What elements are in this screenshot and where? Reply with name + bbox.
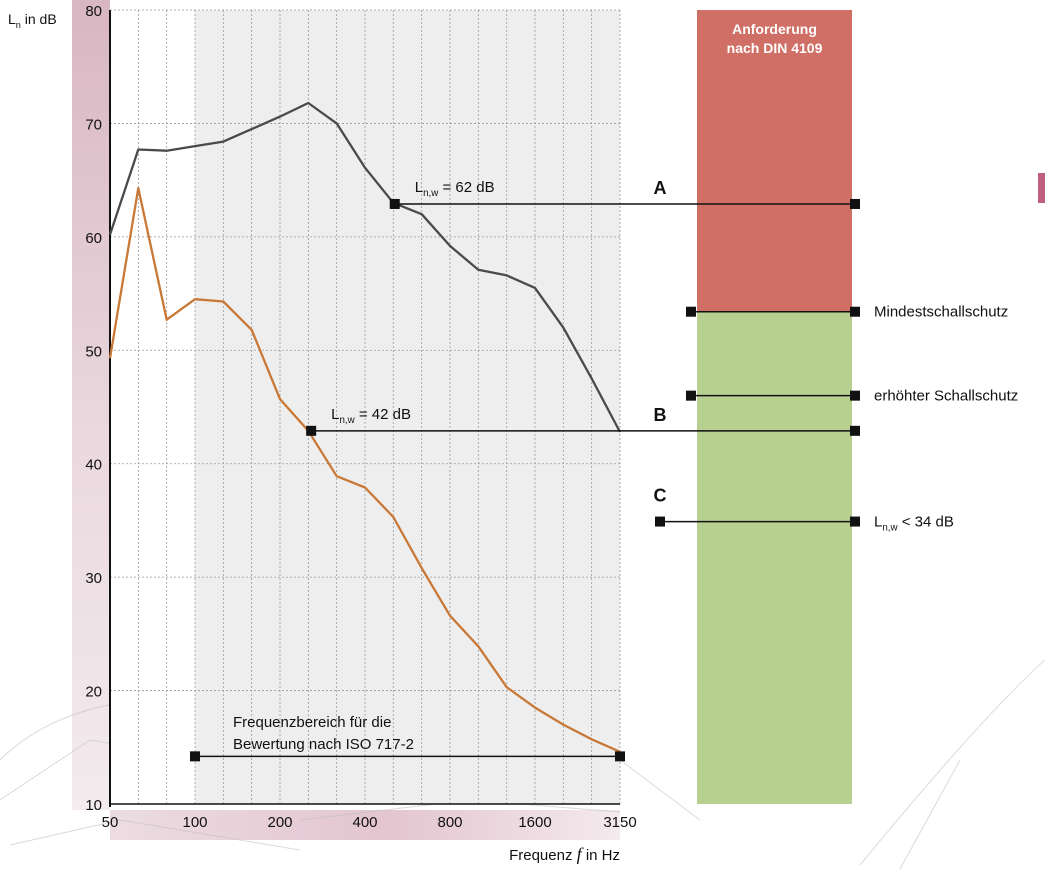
x-tick-label: 1600 xyxy=(518,814,551,831)
x-tick-label: 50 xyxy=(102,814,119,831)
annotation-marker-start-C xyxy=(655,516,665,527)
annotation-value-C: Ln,w < 34 dB xyxy=(874,514,954,534)
x-tick-label: 400 xyxy=(352,814,377,831)
annotation-value-A: Ln,w = 62 dB xyxy=(415,179,495,199)
annotation-letter-C: C xyxy=(654,486,667,506)
range-bracket-text-line2: Bewertung nach ISO 717-2 xyxy=(233,736,414,753)
y-tick-label: 50 xyxy=(85,343,102,360)
y-tick-label: 70 xyxy=(85,116,102,133)
requirement-marker-label: erhöhter Schallschutz xyxy=(874,388,1018,405)
range-bracket-text-line1: Frequenzbereich für die xyxy=(233,714,391,731)
y-tick-label: 10 xyxy=(85,797,102,814)
x-axis-band xyxy=(110,810,620,840)
requirement-title-line2: nach DIN 4109 xyxy=(727,40,823,56)
x-tick-label: 800 xyxy=(437,814,462,831)
edge-tab xyxy=(1038,173,1045,203)
requirement-marker-right xyxy=(850,390,860,401)
y-axis-label: Ln in dB xyxy=(8,11,57,30)
x-tick-label: 3150 xyxy=(603,814,636,831)
requirement-green-zone xyxy=(697,311,852,804)
annotation-marker-end-B xyxy=(850,425,860,436)
annotation-marker-start-A xyxy=(389,198,400,209)
series-line-orange xyxy=(108,186,621,753)
requirement-marker-left xyxy=(686,390,696,401)
requirement-title-line1: Anforderung xyxy=(732,21,817,37)
y-tick-label: 20 xyxy=(85,684,102,701)
annotation-letter-A: A xyxy=(654,178,667,198)
x-tick-label: 200 xyxy=(267,814,292,831)
y-axis-band xyxy=(72,0,110,810)
annotation-marker-end-A xyxy=(850,198,860,209)
range-bracket-marker-end xyxy=(615,751,625,762)
y-tick-label: 30 xyxy=(85,570,102,587)
x-tick-label: 100 xyxy=(182,814,207,831)
requirement-marker-label: Mindestschallschutz xyxy=(874,304,1008,321)
y-tick-label: 80 xyxy=(85,3,102,20)
annotation-letter-B: B xyxy=(654,405,667,425)
y-tick-label: 40 xyxy=(85,457,102,474)
requirement-marker-right xyxy=(850,306,860,317)
requirement-red-zone xyxy=(697,10,852,312)
annotation-marker-end-C xyxy=(850,516,860,527)
annotation-marker-start-B xyxy=(306,425,317,436)
requirement-marker-left xyxy=(686,306,696,317)
series-line-dark xyxy=(108,101,622,433)
plot-area-outside-range xyxy=(110,10,195,804)
y-tick-label: 60 xyxy=(85,230,102,247)
range-bracket-marker-start xyxy=(190,751,200,762)
x-axis-label: Frequenz f in Hz xyxy=(509,844,620,864)
annotation-value-B: Ln,w = 42 dB xyxy=(331,406,411,426)
plot-area-evaluation-range xyxy=(195,10,620,804)
